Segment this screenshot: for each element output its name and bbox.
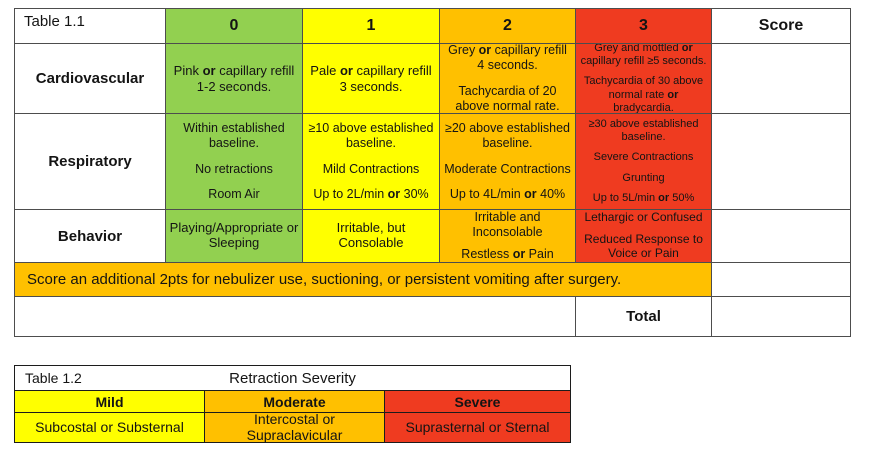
table-1-1: Table 1.1 0 1 2 3 Score Cardiovascular P… [14,8,851,337]
table-1-1-title-cell: Table 1.1 [15,9,166,44]
score-cell-cardiovascular [712,44,851,114]
retraction-header-mild: Mild [15,391,205,413]
cell-respiratory-3: ≥30 above established baseline. Severe Co… [576,114,712,210]
retraction-value-severe: Suprasternal or Sternal [385,413,571,443]
table-1-2-header-cell: Table 1.2 Retraction Severity [15,366,571,391]
table-1-2-title: Table 1.2 [25,370,82,386]
table-1-2: Table 1.2 Retraction Severity Mild Moder… [14,365,571,443]
score-cell-respiratory [712,114,851,210]
cell-behavior-3: Lethargic or Confused Reduced Response to… [576,210,712,263]
cell-behavior-1: Irritable, but Consolable [303,210,440,263]
score-header-3: 3 [576,9,712,44]
cell-respiratory-1: ≥10 above established baseline. Mild Cont… [303,114,440,210]
retraction-header-moderate: Moderate [205,391,385,413]
cell-respiratory-2: ≥20 above established baseline. Moderate … [440,114,576,210]
cell-respiratory-0: Within established baseline. No retractio… [166,114,303,210]
row-label-behavior: Behavior [15,210,166,263]
total-label-cell: Total [576,297,712,337]
score-header-1: 1 [303,9,440,44]
cell-cardiovascular-3: Grey and mottled or capillary refill ≥5 … [576,44,712,114]
cell-cardiovascular-2: Grey or capillary refill 4 seconds. Tachy… [440,44,576,114]
retraction-value-moderate: Intercostal or Supraclavicular [205,413,385,443]
score-header-2: 2 [440,9,576,44]
score-cell-banner [712,263,851,297]
row-label-respiratory: Respiratory [15,114,166,210]
retraction-severity-heading: Retraction Severity [229,369,356,387]
cell-cardiovascular-0: Pink or capillary refill 1-2 seconds. [166,44,303,114]
table-1-1-title: Table 1.1 [24,13,85,30]
score-column-header: Score [712,9,851,44]
cell-cardiovascular-1: Pale or capillary refill 3 seconds. [303,44,440,114]
score-header-0: 0 [166,9,303,44]
total-row-spacer [15,297,576,337]
total-score-cell [712,297,851,337]
retraction-value-mild: Subcostal or Substernal [15,413,205,443]
retraction-header-severe: Severe [385,391,571,413]
additional-points-banner: Score an additional 2pts for nebulizer u… [15,263,712,297]
row-label-cardiovascular: Cardiovascular [15,44,166,114]
score-cell-behavior [712,210,851,263]
cell-behavior-0: Playing/Appropriate or Sleeping [166,210,303,263]
cell-behavior-2: Irritable and Inconsolable Restless or Pa… [440,210,576,263]
